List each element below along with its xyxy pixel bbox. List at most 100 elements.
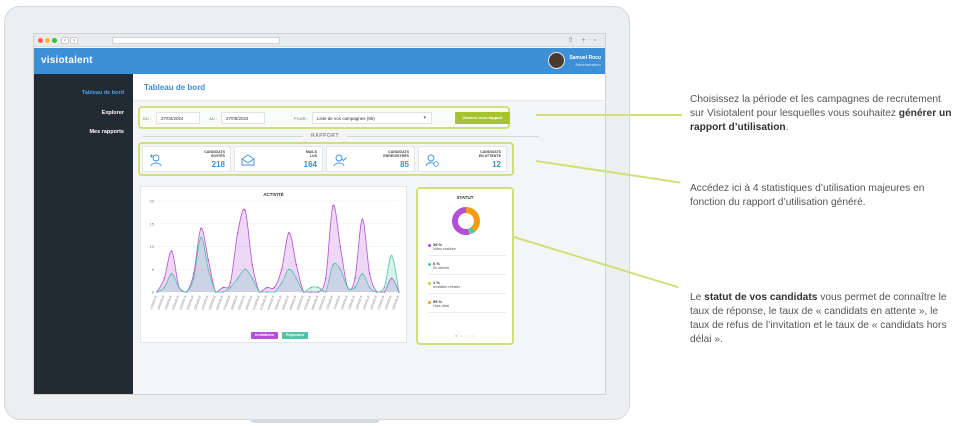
legend-responses[interactable]: Réponses (282, 332, 309, 339)
data-point (346, 286, 349, 289)
x-tick-label: 19/04/2019 (391, 295, 400, 311)
campaign-select-value: Liste de vos campagnes (95) (317, 116, 375, 121)
stat-value: 218 (211, 160, 225, 169)
app-header: visiotalent Samuel Rocu Administrateur (34, 48, 605, 74)
x-tick-label: 07/04/2019 (303, 295, 312, 311)
status-donut-chart (452, 207, 480, 235)
data-point (229, 286, 232, 289)
callout-line-1 (536, 114, 682, 116)
activity-chart: 0 5 10 15 20 17/03/201918/03/201919/03/201920… (149, 199, 400, 311)
data-point (244, 268, 246, 271)
callout-period: Choisissez la période et les campagnes d… (690, 93, 952, 135)
data-point (398, 291, 400, 293)
data-point (310, 286, 312, 289)
status-pct: 55 % (433, 299, 443, 304)
data-point (222, 291, 224, 293)
status-dot (428, 263, 431, 266)
data-point (266, 286, 268, 289)
campaign-select[interactable]: Liste de vos campagnes (95) ▾ (312, 112, 432, 124)
stat-card-invited[interactable]: CANDIDATS INVITÉS 218 (142, 146, 231, 172)
status-dot (428, 244, 431, 247)
sidebar-item-reports[interactable]: Mes rapports (89, 129, 124, 135)
stats-row: CANDIDATS INVITÉS 218 MAILS LUS 164 (138, 142, 514, 176)
laptop-frame: ‹ › ⇧ + ▫ visiotalent Samuel Rocu Admini… (4, 6, 630, 420)
callout-period-end: . (785, 122, 789, 133)
user-name[interactable]: Samuel Rocu (569, 55, 601, 61)
data-point (236, 277, 239, 280)
back-button[interactable]: ‹ (61, 37, 69, 44)
sidebar-item-explorer[interactable]: Explorer (101, 110, 124, 116)
status-pager[interactable]: ● ○ ○ ○ (455, 333, 475, 338)
x-tick-label: 31/03/2019 (252, 295, 261, 311)
x-tick-label: 28/03/2019 (230, 295, 239, 311)
data-point (163, 277, 166, 280)
data-point (376, 291, 378, 293)
x-tick-label: 14/04/2019 (354, 295, 363, 311)
sidebar-item-dashboard[interactable]: Tableau de bord (81, 90, 124, 96)
status-label: Hors délai (433, 304, 450, 308)
divider-right (347, 136, 539, 137)
main-content: Tableau de bord DU : 27/04/2024 AU : 27/… (133, 74, 605, 394)
avatar[interactable] (548, 52, 565, 69)
app-logo[interactable]: visiotalent (41, 55, 93, 66)
data-point (251, 263, 254, 266)
data-point (390, 277, 393, 280)
callout-stats-text: Accédez ici à 4 statistiques d’utilisati… (690, 183, 925, 208)
x-tick-label: 27/03/2019 (222, 295, 231, 311)
data-point (383, 286, 386, 289)
y-tick-label: 0 (152, 290, 155, 295)
status-pct: 6 % (433, 261, 440, 266)
series-line-1 (156, 236, 400, 293)
address-bar[interactable] (112, 37, 280, 44)
generate-report-button[interactable]: Générer mon rapport (455, 112, 510, 124)
data-point (200, 227, 202, 230)
data-point (192, 277, 195, 280)
x-tick-label: 18/04/2019 (384, 295, 393, 311)
maximize-window-icon[interactable] (52, 38, 57, 43)
x-tick-label: 10/04/2019 (325, 295, 334, 311)
data-point (339, 268, 342, 271)
legend-invitations[interactable]: Invitations (251, 332, 278, 339)
x-tick-label: 29/03/2019 (237, 295, 246, 311)
x-tick-label: 08/04/2019 (310, 295, 319, 311)
minimize-window-icon[interactable] (45, 38, 50, 43)
user-check-icon (333, 154, 347, 167)
user-plus-icon (150, 154, 162, 167)
browser-toolbar-icons[interactable]: ⇧ + ▫ (567, 37, 599, 44)
donut-slice (452, 207, 470, 235)
data-point (178, 286, 180, 289)
status-item: 6 % En attente (428, 261, 506, 275)
from-date-input[interactable]: 27/04/2024 (156, 112, 200, 124)
status-dot (428, 301, 431, 304)
envelope-open-icon (241, 154, 255, 166)
y-tick-label: 10 (150, 244, 155, 249)
data-point (192, 273, 195, 275)
x-tick-label: 06/04/2019 (296, 295, 305, 311)
stat-card-mails-read[interactable]: MAILS LUS 164 (234, 146, 323, 172)
x-tick-label: 26/03/2019 (215, 295, 224, 311)
stat-card-registered[interactable]: CANDIDATS ENREGISTRÉS 85 (326, 146, 415, 172)
status-label: En attente (433, 266, 450, 270)
to-label: AU : (209, 116, 218, 121)
data-point (317, 291, 320, 293)
x-tick-label: 13/04/2019 (347, 295, 356, 311)
x-tick-label: 12/04/2019 (340, 295, 349, 311)
data-point (222, 286, 224, 289)
report-section-label: RAPPORT (311, 133, 339, 139)
data-point (339, 245, 342, 248)
status-label: Invitation refusée (433, 285, 461, 289)
activity-chart-title: ACTIVITÉ (263, 192, 284, 197)
to-date-input[interactable]: 27/05/2024 (221, 112, 265, 124)
stat-card-pending[interactable]: CANDIDATS EN ATTENTE 12 (418, 146, 507, 172)
callout-period-bold: générer un rapport d’utilisation (690, 108, 952, 133)
y-tick-label: 5 (152, 267, 155, 272)
x-tick-label: 09/04/2019 (318, 295, 327, 311)
for-label: POUR : (294, 116, 308, 121)
data-point (244, 209, 246, 211)
data-point (288, 268, 290, 271)
forward-button[interactable]: › (70, 37, 78, 44)
x-tick-label: 04/04/2019 (281, 295, 290, 311)
data-point (368, 286, 371, 289)
close-window-icon[interactable] (38, 38, 43, 43)
data-point (251, 277, 254, 280)
